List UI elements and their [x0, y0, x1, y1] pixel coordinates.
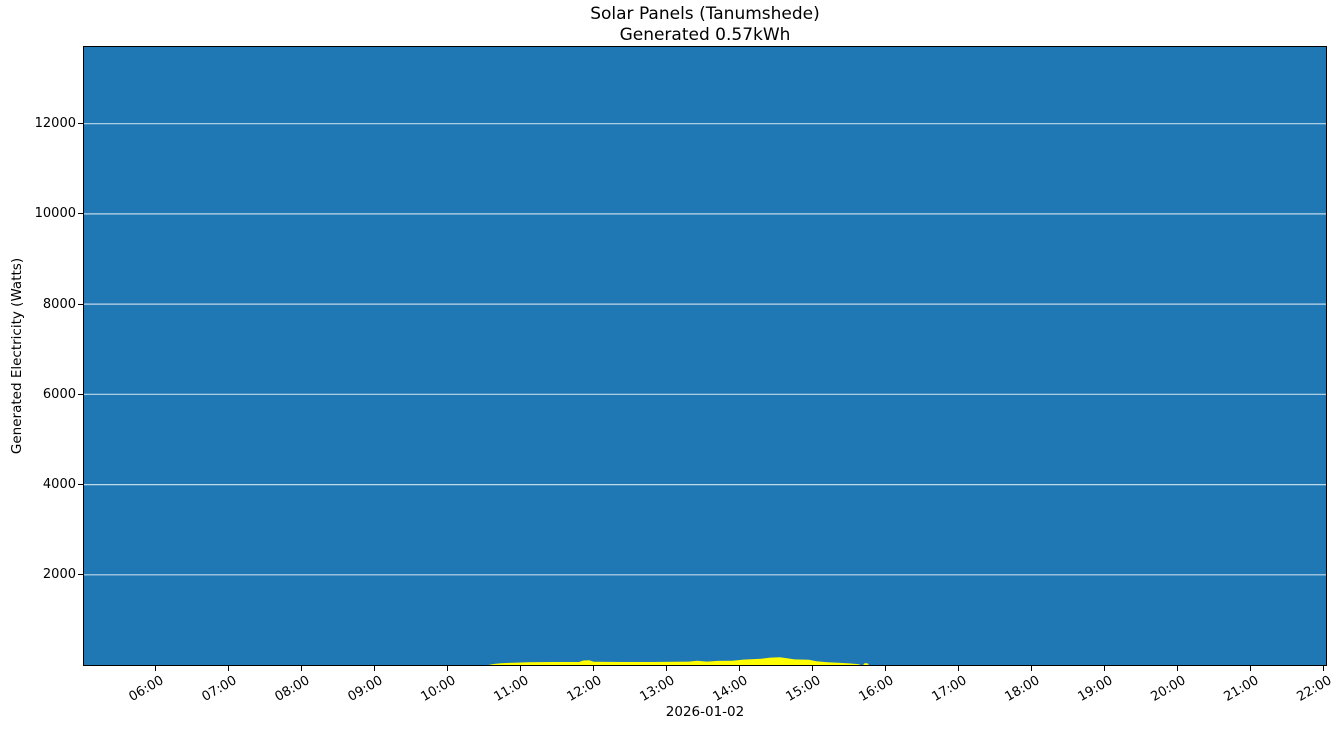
- background-area-fill: [84, 47, 1326, 665]
- x-tick-label: 12:00: [564, 673, 605, 705]
- x-tick-mark: [593, 666, 595, 671]
- plot-area: [83, 46, 1327, 666]
- generated-electricity-area: [488, 657, 869, 665]
- x-tick-mark: [447, 666, 449, 671]
- y-tick-label: 8000: [42, 296, 76, 312]
- y-tick-mark: [78, 303, 83, 305]
- x-axis-label: 2026-01-02: [665, 704, 745, 720]
- x-tick-mark: [300, 666, 303, 671]
- x-tick-label: 14:00: [710, 673, 751, 705]
- y-tick-label: 6000: [42, 386, 76, 402]
- area-chart-svg: [84, 47, 1326, 665]
- x-tick-label: 21:00: [1221, 673, 1262, 705]
- x-tick-label: 07:00: [199, 673, 240, 705]
- x-tick-label: 16:00: [856, 673, 897, 705]
- x-tick-label: 19:00: [1075, 673, 1116, 705]
- x-tick-mark: [154, 666, 157, 671]
- y-axis-label: Generated Electricity (Watts): [9, 257, 25, 455]
- x-tick-mark: [374, 666, 376, 671]
- x-tick-mark: [520, 666, 522, 671]
- y-tick-mark: [78, 574, 83, 576]
- x-tick-label: 17:00: [929, 673, 970, 705]
- y-tick-mark: [78, 123, 83, 125]
- y-tick-mark: [78, 393, 83, 395]
- chart-subtitle: Generated 0.57kWh: [619, 25, 791, 45]
- x-tick-mark: [1104, 666, 1106, 671]
- x-tick-mark: [1323, 666, 1325, 671]
- x-tick-label: 22:00: [1294, 673, 1333, 705]
- y-tick-label: 10000: [34, 206, 76, 222]
- chart-title: Solar Panels (Tanumshede): [590, 4, 820, 24]
- y-tick-label: 12000: [34, 116, 76, 132]
- x-tick-mark: [885, 666, 887, 671]
- x-tick-mark: [812, 666, 814, 671]
- x-tick-label: 06:00: [126, 673, 167, 705]
- x-tick-mark: [958, 666, 960, 671]
- y-tick-label: 2000: [42, 567, 76, 583]
- x-tick-label: 08:00: [272, 673, 313, 705]
- x-tick-mark: [1250, 666, 1252, 671]
- y-tick-mark: [78, 213, 83, 215]
- x-tick-label: 09:00: [345, 673, 386, 705]
- x-tick-mark: [227, 666, 230, 671]
- x-tick-label: 11:00: [491, 673, 532, 705]
- x-tick-mark: [1031, 666, 1033, 671]
- x-tick-mark: [739, 666, 741, 671]
- x-tick-label: 20:00: [1148, 673, 1189, 705]
- x-tick-label: 13:00: [637, 673, 678, 705]
- x-tick-mark: [666, 666, 668, 671]
- x-tick-label: 15:00: [783, 673, 824, 705]
- y-tick-label: 4000: [42, 477, 76, 493]
- x-tick-label: 18:00: [1002, 673, 1043, 705]
- y-tick-mark: [78, 483, 83, 486]
- x-tick-label: 10:00: [418, 673, 459, 705]
- chart-title-block: Solar Panels (Tanumshede) Generated 0.57…: [84, 4, 1326, 46]
- x-tick-mark: [1177, 666, 1179, 671]
